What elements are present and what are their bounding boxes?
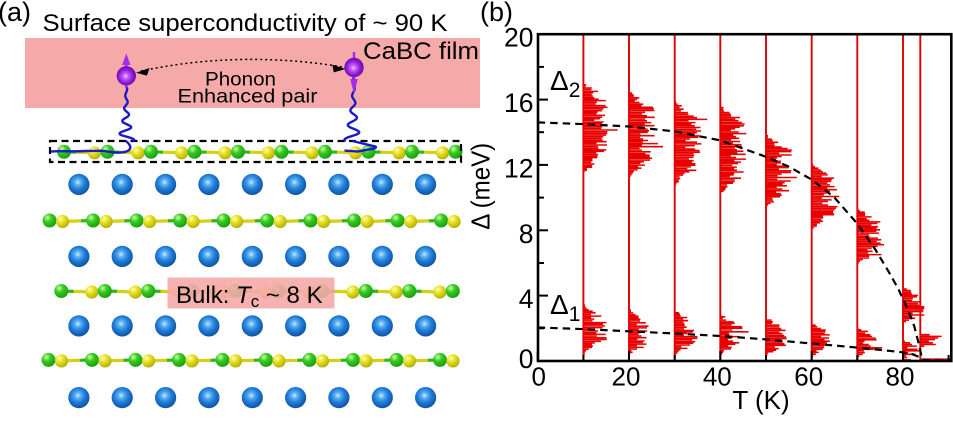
svg-text:16: 16 <box>504 88 533 118</box>
svg-text:CaBC film: CaBC film <box>363 38 479 65</box>
svg-text:8: 8 <box>519 219 534 249</box>
svg-text:0: 0 <box>519 344 534 374</box>
svg-text:T (K): T (K) <box>732 385 789 415</box>
svg-text:Enhanced pair: Enhanced pair <box>178 87 319 108</box>
svg-text:(b): (b) <box>480 0 513 27</box>
svg-text:60: 60 <box>794 362 823 392</box>
svg-text:80: 80 <box>886 362 915 392</box>
svg-text:Bulk: Tc ~ 8 K: Bulk: Tc ~ 8 K <box>176 282 323 311</box>
svg-text:0: 0 <box>531 362 545 392</box>
svg-text:Phonon: Phonon <box>205 70 276 91</box>
svg-text:Surface superconductivity of ~: Surface superconductivity of ~ 90 K <box>43 10 448 37</box>
svg-text:20: 20 <box>504 23 533 53</box>
svg-text:(a): (a) <box>0 0 31 27</box>
svg-text:Δ (meV): Δ (meV) <box>466 143 496 230</box>
svg-text:20: 20 <box>612 362 641 392</box>
svg-text:12: 12 <box>504 153 533 183</box>
svg-text:4: 4 <box>519 284 534 314</box>
svg-text:40: 40 <box>703 362 732 392</box>
